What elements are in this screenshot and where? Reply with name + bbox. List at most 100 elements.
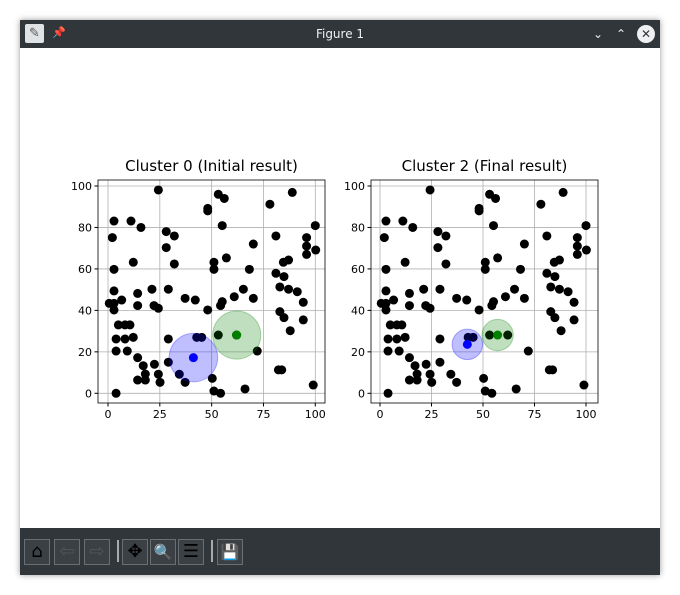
data-point bbox=[572, 233, 582, 243]
app-icon: ✎ bbox=[25, 24, 44, 43]
data-point bbox=[292, 287, 302, 297]
home-icon[interactable]: ⌂ bbox=[24, 539, 50, 565]
cluster-center bbox=[188, 353, 198, 363]
data-point bbox=[479, 373, 489, 383]
data-point bbox=[581, 245, 591, 255]
data-point bbox=[441, 259, 451, 269]
data-point bbox=[248, 239, 258, 249]
toolbar-separator bbox=[211, 540, 213, 562]
data-point bbox=[487, 301, 497, 311]
data-point bbox=[404, 288, 414, 298]
data-point bbox=[216, 301, 226, 311]
data-point bbox=[265, 199, 275, 209]
data-point bbox=[161, 243, 171, 253]
data-point bbox=[404, 375, 414, 385]
data-point bbox=[381, 298, 391, 308]
data-point bbox=[400, 257, 410, 267]
y-tick-label: 100 bbox=[344, 180, 365, 193]
save-icon[interactable]: 💾 bbox=[217, 539, 243, 565]
data-point bbox=[107, 233, 117, 243]
data-point bbox=[452, 377, 462, 387]
data-point bbox=[572, 241, 582, 251]
data-point bbox=[109, 216, 119, 226]
close-icon[interactable]: ✕ bbox=[637, 25, 655, 43]
pan-icon[interactable]: ✥ bbox=[122, 539, 148, 565]
data-point bbox=[302, 241, 312, 251]
x-tick-label: 75 bbox=[528, 408, 542, 421]
data-point bbox=[133, 375, 143, 385]
data-point bbox=[558, 187, 568, 197]
data-point bbox=[138, 361, 148, 371]
forward-icon[interactable]: ⇨ bbox=[84, 539, 110, 565]
cluster-center bbox=[493, 330, 503, 340]
data-point bbox=[425, 369, 435, 379]
data-point bbox=[169, 259, 179, 269]
data-point bbox=[111, 334, 121, 344]
data-point bbox=[133, 288, 143, 298]
data-point bbox=[279, 272, 289, 282]
data-point bbox=[452, 293, 462, 303]
figure-window: ✎ 📌 Figure 1 ⌄ ⌃ ✕ 0 25 50 75 100 0 20 40 60 80 10… bbox=[20, 20, 660, 575]
data-point bbox=[556, 326, 566, 336]
data-point bbox=[487, 388, 497, 398]
y-tick-label: 20 bbox=[351, 346, 365, 359]
configure-subplots-icon[interactable]: ☰ bbox=[178, 539, 204, 565]
data-point bbox=[519, 239, 529, 249]
data-point bbox=[298, 315, 308, 325]
data-point bbox=[113, 320, 123, 330]
data-point bbox=[425, 303, 435, 313]
data-point bbox=[133, 353, 143, 363]
data-point bbox=[161, 227, 171, 237]
data-point bbox=[163, 357, 173, 367]
data-point bbox=[302, 249, 312, 259]
back-icon[interactable]: ⇦ bbox=[54, 539, 80, 565]
data-point bbox=[491, 193, 501, 203]
data-point bbox=[277, 365, 287, 375]
data-point bbox=[433, 243, 443, 253]
data-point bbox=[485, 330, 495, 340]
data-point bbox=[111, 388, 121, 398]
data-point bbox=[190, 295, 200, 305]
x-tick-label: 50 bbox=[476, 408, 490, 421]
data-point bbox=[221, 253, 231, 263]
data-point bbox=[511, 384, 521, 394]
data-point bbox=[510, 284, 520, 294]
data-point bbox=[133, 301, 143, 311]
data-point bbox=[128, 332, 138, 342]
chart-title: Cluster 0 (Initial result) bbox=[125, 157, 298, 175]
data-point bbox=[174, 369, 184, 379]
data-point bbox=[435, 357, 445, 367]
navigation-toolbar: ⌂ ⇦ ⇨ ✥ 🔍 ☰ 💾 bbox=[20, 528, 660, 575]
title-bar[interactable]: ✎ 📌 Figure 1 ⌄ ⌃ ✕ bbox=[20, 20, 660, 48]
pin-icon[interactable]: 📌 bbox=[52, 26, 66, 39]
y-tick-label: 60 bbox=[351, 263, 365, 276]
figure-svg: 0 25 50 75 100 0 20 40 60 80 100 Cluster 0 (Initial… bbox=[71, 157, 599, 421]
x-tick-label: 25 bbox=[153, 408, 167, 421]
x-tick-label: 100 bbox=[305, 408, 326, 421]
zoom-icon[interactable]: 🔍 bbox=[150, 539, 176, 565]
data-point bbox=[397, 320, 407, 330]
data-point bbox=[542, 231, 552, 241]
data-point bbox=[523, 346, 533, 356]
y-tick-label: 40 bbox=[78, 304, 92, 317]
data-point bbox=[480, 264, 490, 274]
y-tick-label: 0 bbox=[358, 387, 365, 400]
data-point bbox=[153, 369, 163, 379]
plot-area bbox=[376, 185, 591, 398]
data-point bbox=[425, 185, 435, 195]
data-point bbox=[493, 253, 503, 263]
data-point bbox=[500, 292, 510, 302]
data-point bbox=[244, 264, 254, 274]
data-point bbox=[149, 359, 159, 369]
maximize-icon[interactable]: ⌃ bbox=[615, 27, 627, 41]
data-point bbox=[563, 287, 573, 297]
y-tick-label: 40 bbox=[351, 304, 365, 317]
figure-canvas: 0 25 50 75 100 0 20 40 60 80 100 Cluster 0 (Initial… bbox=[20, 48, 660, 528]
data-point bbox=[128, 257, 138, 267]
y-tick-label: 80 bbox=[78, 221, 92, 234]
axes-0: 0 25 50 75 100 0 20 40 60 80 100 Cluster 0 (Initial… bbox=[71, 157, 326, 421]
data-point bbox=[480, 257, 490, 267]
minimize-icon[interactable]: ⌄ bbox=[592, 27, 604, 41]
data-point bbox=[229, 292, 239, 302]
data-point bbox=[203, 206, 213, 216]
